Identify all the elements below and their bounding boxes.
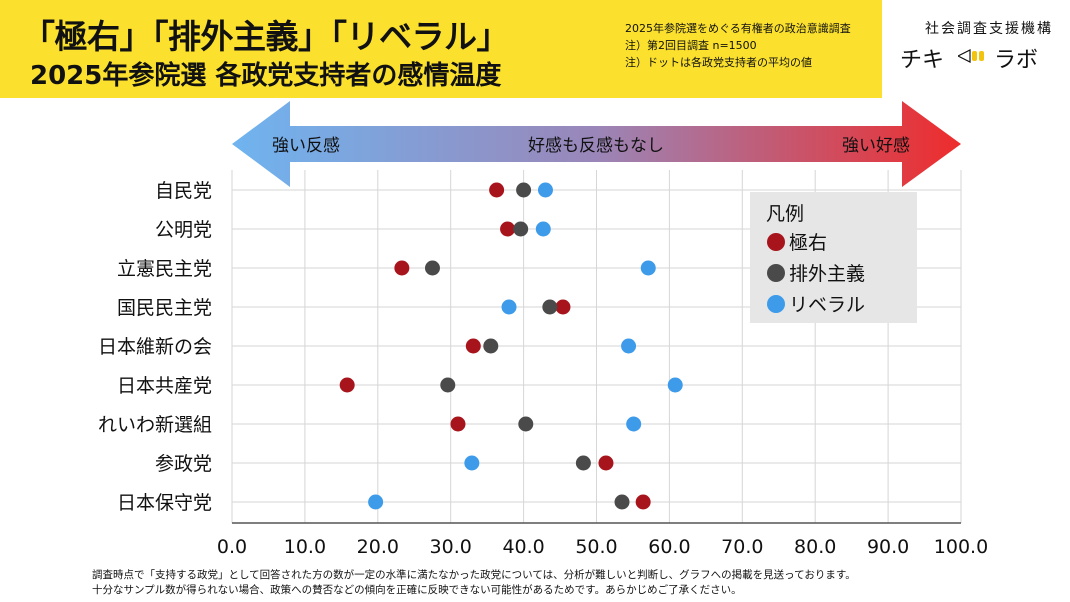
- footer-note-1: 調査時点で「支持する政党」として回答された方の数が一定の水準に満たなかった政党に…: [92, 569, 856, 581]
- legend-marker: [767, 233, 785, 251]
- footer-note-2: 十分なサンプル数が得られない場合、政策への賛否などの傾向を正確に反映できない可能…: [92, 584, 742, 596]
- data-point: [555, 299, 571, 315]
- x-tick-label: 20.0: [357, 536, 399, 558]
- data-point: [516, 182, 532, 198]
- x-tick-label: 100.0: [934, 536, 988, 558]
- x-tick-label: 10.0: [284, 536, 326, 558]
- x-tick-label: 0.0: [217, 536, 247, 558]
- data-point: [513, 221, 529, 237]
- data-point: [489, 182, 505, 198]
- data-point: [339, 377, 355, 393]
- org-name: 社会調査支援機構: [925, 21, 1053, 37]
- category-label: 日本維新の会: [98, 336, 212, 358]
- data-point: [621, 338, 637, 354]
- data-point: [424, 260, 440, 276]
- category-label: 自民党: [155, 180, 212, 202]
- data-point: [635, 494, 651, 510]
- data-point: [667, 377, 683, 393]
- sample-note: 注）第2回目調査 n=1500: [625, 39, 757, 52]
- x-tick-label: 70.0: [721, 536, 763, 558]
- x-tick-label: 80.0: [794, 536, 836, 558]
- x-tick-label: 90.0: [867, 536, 909, 558]
- brand-right: ラボ: [994, 48, 1039, 73]
- brand-logo: チキ ラボ: [900, 42, 1038, 74]
- arrow-center-label: 好感も反感もなし: [528, 136, 664, 156]
- survey-note: 2025年参院選をめぐる有権者の政治意識調査: [625, 22, 851, 35]
- data-point: [465, 338, 481, 354]
- arrow-right-label: 強い好感: [842, 136, 910, 156]
- category-label: 日本保守党: [117, 492, 212, 514]
- dot-note: 注）ドットは各政党支持者の平均の値: [625, 56, 812, 69]
- x-tick-label: 60.0: [648, 536, 690, 558]
- legend-marker: [767, 295, 785, 313]
- legend-marker: [767, 264, 785, 282]
- data-point: [518, 416, 534, 432]
- x-tick-label: 50.0: [575, 536, 617, 558]
- legend-title: 凡例: [766, 203, 804, 225]
- data-point: [368, 494, 384, 510]
- arrow-left-label: 強い反感: [272, 136, 340, 156]
- data-point: [614, 494, 630, 510]
- sentiment-arrow: [232, 101, 961, 187]
- data-point: [640, 260, 656, 276]
- header-banner: 「極右」「排外主義」「リベラル」 2025年参院選 各政党支持者の感情温度 20…: [0, 0, 882, 98]
- data-point: [626, 416, 642, 432]
- data-point: [535, 221, 551, 237]
- data-point: [598, 455, 614, 471]
- data-point: [542, 299, 558, 315]
- data-point: [575, 455, 591, 471]
- data-point: [537, 182, 553, 198]
- data-point: [483, 338, 499, 354]
- data-point: [464, 455, 480, 471]
- megaphone-icon: [958, 49, 984, 63]
- category-label: 日本共産党: [117, 375, 212, 397]
- category-label: 参政党: [155, 453, 212, 475]
- data-point: [394, 260, 410, 276]
- title-line2: 2025年参院選 各政党支持者の感情温度: [30, 61, 502, 91]
- x-tick-label: 40.0: [502, 536, 544, 558]
- category-label: 立憲民主党: [117, 258, 212, 280]
- category-label: 国民民主党: [117, 297, 212, 319]
- data-point: [440, 377, 456, 393]
- title-line1: 「極右」「排外主義」「リベラル」: [22, 17, 510, 56]
- legend-label: 極右: [789, 232, 827, 254]
- brand-left: チキ: [900, 48, 945, 73]
- legend-label: リベラル: [789, 294, 865, 316]
- x-tick-label: 30.0: [430, 536, 472, 558]
- data-point: [500, 221, 516, 237]
- category-label: 公明党: [155, 219, 212, 241]
- category-label: れいわ新選組: [98, 414, 212, 436]
- legend-label: 排外主義: [789, 263, 865, 285]
- data-point: [501, 299, 517, 315]
- data-point: [450, 416, 466, 432]
